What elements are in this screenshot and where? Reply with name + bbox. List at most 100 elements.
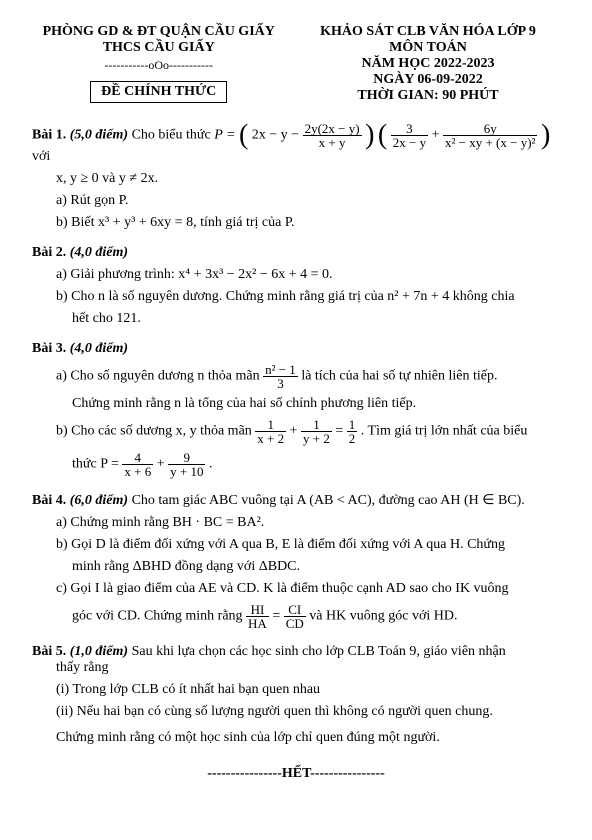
eq-b: = xyxy=(335,424,346,439)
frac3-den: x² − xy + (x − y)² xyxy=(443,136,537,149)
bai5-intro2: thấy rằng xyxy=(56,660,560,676)
frac-2: 3 2x − y xyxy=(391,122,428,149)
rparen-1: ) xyxy=(365,120,374,151)
bai1-title: Bài 1. xyxy=(32,128,70,143)
bai4-b1: b) Gọi D là điểm đối xứng với A qua B, E… xyxy=(56,537,560,553)
bai3-a3: Chứng minh rằng n là tổng của hai số chí… xyxy=(72,396,560,412)
plus-b1: + xyxy=(290,424,301,439)
bai5-title: Bài 5. xyxy=(32,644,70,659)
bai-1: Bài 1. (5,0 điểm) Cho biểu thức P = ( 2x… xyxy=(32,122,560,231)
bai3-afn: n² − 1 xyxy=(263,363,298,377)
bai5-intro1: Sau khi lựa chọn các học sinh cho lớp CL… xyxy=(132,644,506,659)
bai4-intro: Cho tam giác ABC vuông tại A (AB < AC), … xyxy=(132,493,525,508)
bai4-c1: c) Gọi I là giao điểm của AE và CD. K là… xyxy=(56,581,560,597)
bai3-title: Bài 3. xyxy=(32,341,70,356)
plus-b2: + xyxy=(157,457,168,472)
bai3-points: (4,0 điểm) xyxy=(70,341,128,356)
bai4-b2: minh rằng ΔBHD đồng dạng với ΔBDC. xyxy=(72,559,560,575)
header: PHÒNG GD & ĐT QUẬN CẦU GIẤY THCS CẦU GIẤ… xyxy=(32,24,560,104)
bai1-points: (5,0 điểm) xyxy=(70,128,128,143)
bf1d: x + 2 xyxy=(255,432,286,445)
bai3-a2: là tích của hai số tự nhiên liên tiếp. xyxy=(301,369,497,384)
bai-4: Bài 4. (6,0 điểm) Cho tam giác ABC vuông… xyxy=(32,492,560,630)
frac3-num: 6y xyxy=(443,122,537,136)
bf1n: 1 xyxy=(255,418,286,432)
bai4-c3: và HK vuông góc với HD. xyxy=(309,609,457,624)
bai2-b2: hết cho 121. xyxy=(72,311,560,327)
subject: MÔN TOÁN xyxy=(296,40,560,56)
bai1-intro: Cho biểu thức xyxy=(132,128,215,143)
header-left: PHÒNG GD & ĐT QUẬN CẦU GIẤY THCS CẦU GIẤ… xyxy=(32,24,285,104)
bai1-b: b) Biết x³ + y³ + 6xy = 8, tính giá trị … xyxy=(56,215,560,231)
school-year: NĂM HỌC 2022-2023 xyxy=(296,56,560,72)
cf1n: HI xyxy=(246,603,269,617)
bf5d: y + 10 xyxy=(168,465,205,478)
frac1-den: x + y xyxy=(303,136,362,149)
org-line-2: THCS CẦU GIẤY xyxy=(32,40,285,56)
bai2-points: (4,0 điểm) xyxy=(70,245,128,260)
bai4-c2: góc với CD. Chứng minh rằng xyxy=(72,609,246,624)
bai-5: Bài 5. (1,0 điểm) Sau khi lựa chọn các h… xyxy=(32,644,560,746)
frac2-den: 2x − y xyxy=(391,136,428,149)
bai3-bf3: 1 2 xyxy=(347,418,358,445)
frac-3: 6y x² − xy + (x − y)² xyxy=(443,122,537,149)
bai3-bf5: 9 y + 10 xyxy=(168,451,205,478)
bai3-bf1: 1 x + 2 xyxy=(255,418,286,445)
bai4-points: (6,0 điểm) xyxy=(70,493,128,508)
bf5n: 9 xyxy=(168,451,205,465)
bai4-cf2: CI CD xyxy=(284,603,306,630)
cf2n: CI xyxy=(284,603,306,617)
bai3-afd: 3 xyxy=(263,377,298,390)
cf2d: CD xyxy=(284,617,306,630)
bai1-P: P = xyxy=(214,128,239,143)
official-box: ĐỀ CHÍNH THỨC xyxy=(90,81,227,103)
cf1d: HA xyxy=(246,617,269,630)
frac1-num: 2y(2x − y) xyxy=(303,122,362,136)
bai3-b: b) Cho các số dương x, y thỏa mãn 1 x + … xyxy=(56,418,560,445)
bai2-a: a) Giải phương trình: x⁴ + 3x³ − 2x² − 6… xyxy=(56,267,560,283)
frac-1: 2y(2x − y) x + y xyxy=(303,122,362,149)
bai4-title: Bài 4. xyxy=(32,493,70,508)
exam-date: NGÀY 06-09-2022 xyxy=(296,72,560,88)
bai3-b3-line: thức P = 4 x + 6 + 9 y + 10 . xyxy=(72,451,560,478)
bai1-a: a) Rút gọn P. xyxy=(56,193,560,209)
footer-end: ----------------HẾT---------------- xyxy=(32,766,560,782)
plus-1: + xyxy=(432,128,443,143)
bai5-points: (1,0 điểm) xyxy=(70,644,128,659)
bai3-a1: a) Cho số nguyên dương n thỏa mãn xyxy=(56,369,263,384)
bai3-b4: . xyxy=(209,457,213,472)
bai1-cond: x, y ≥ 0 và y ≠ 2x. xyxy=(56,171,560,187)
bai5-end: Chứng minh rằng có một học sinh của lớp … xyxy=(56,730,560,746)
bf3d: 2 xyxy=(347,432,358,445)
bai-3: Bài 3. (4,0 điểm) a) Cho số nguyên dương… xyxy=(32,341,560,478)
duration: THỜI GIAN: 90 PHÚT xyxy=(296,88,560,104)
eq-c: = xyxy=(272,609,283,624)
bai4-c2-line: góc với CD. Chứng minh rằng HI HA = CI C… xyxy=(72,603,560,630)
bai3-b3: thức P = xyxy=(72,457,122,472)
bf3n: 1 xyxy=(347,418,358,432)
rparen-2: ) xyxy=(541,120,550,151)
bai4-a: a) Chứng minh rằng BH · BC = BA². xyxy=(56,515,560,531)
bai3-bf2: 1 y + 2 xyxy=(301,418,332,445)
bai3-frac-a: n² − 1 3 xyxy=(263,363,298,390)
bai2-b1: b) Cho n là số nguyên dương. Chứng minh … xyxy=(56,289,560,305)
bai3-bf4: 4 x + 6 xyxy=(122,451,153,478)
bai3-a: a) Cho số nguyên dương n thỏa mãn n² − 1… xyxy=(56,363,560,390)
bai2-title: Bài 2. xyxy=(32,245,70,260)
bai-2: Bài 2. (4,0 điểm) a) Giải phương trình: … xyxy=(32,245,560,327)
bai3-b2: . Tìm giá trị lớn nhất của biểu xyxy=(361,424,528,439)
bf4n: 4 xyxy=(122,451,153,465)
bai4-cf1: HI HA xyxy=(246,603,269,630)
separator-ooo: -----------oOo----------- xyxy=(32,58,285,73)
bai3-b1: b) Cho các số dương x, y thỏa mãn xyxy=(56,424,255,439)
org-line-1: PHÒNG GD & ĐT QUẬN CẦU GIẤY xyxy=(32,24,285,40)
bai5-ii: (ii) Nếu hai bạn có cùng số lượng người … xyxy=(56,704,560,720)
bai5-i: (i) Trong lớp CLB có ít nhất hai bạn que… xyxy=(56,682,560,698)
term-1: 2x − y − xyxy=(252,128,303,143)
exam-title: KHẢO SÁT CLB VĂN HÓA LỚP 9 xyxy=(296,24,560,40)
lparen-2: ( xyxy=(378,120,387,151)
frac2-num: 3 xyxy=(391,122,428,136)
header-right: KHẢO SÁT CLB VĂN HÓA LỚP 9 MÔN TOÁN NĂM … xyxy=(296,24,560,104)
bai1-tail: với xyxy=(32,149,50,164)
bf2d: y + 2 xyxy=(301,432,332,445)
